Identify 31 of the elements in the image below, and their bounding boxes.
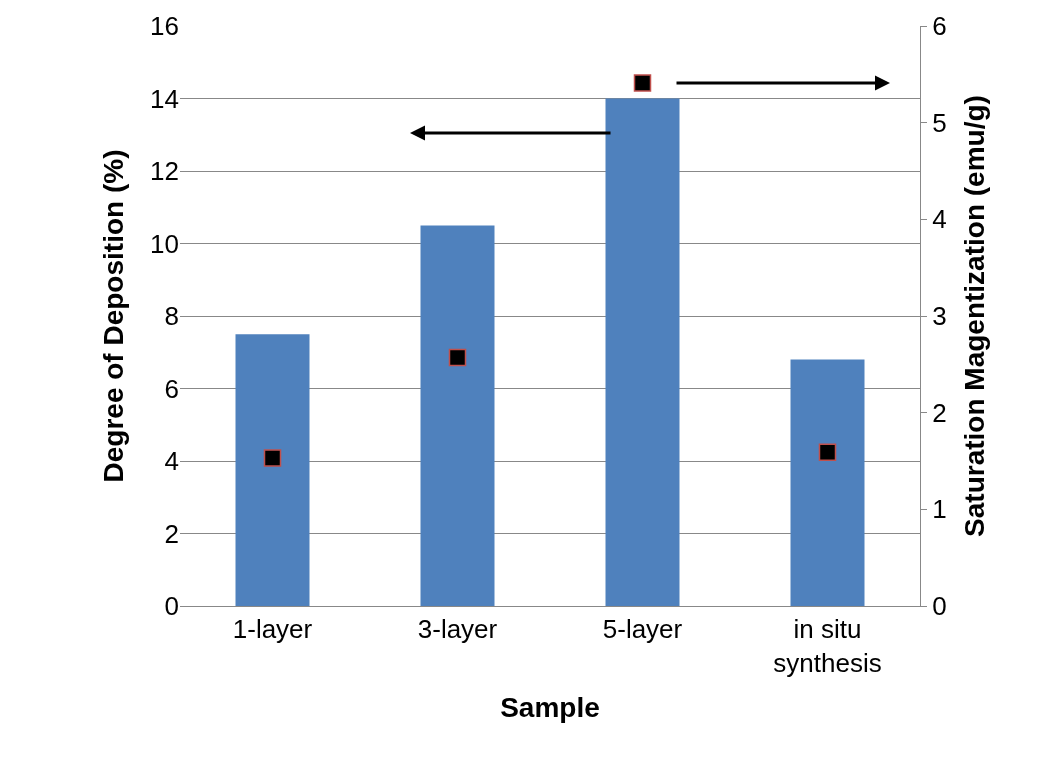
point [448, 348, 467, 367]
point [818, 443, 837, 462]
y-axis-title: Degree of Deposition (%) [97, 149, 129, 483]
y-tick-label: 2 [164, 518, 179, 549]
y-tick-label: 4 [164, 446, 179, 477]
y-tick-label: 10 [150, 228, 179, 259]
y2-tick-label: 2 [932, 397, 947, 428]
bar [605, 98, 680, 606]
y2-tick-label: 0 [932, 591, 947, 622]
x-tick-label: 3-layer [417, 614, 498, 645]
bar [420, 225, 495, 606]
x-axis-title: Sample [500, 692, 600, 724]
y2-tick-label: 4 [932, 204, 947, 235]
y-tick-label: 14 [150, 83, 179, 114]
y2-axis-title: Saturation Magentization (emu/g) [958, 95, 990, 537]
y-tick-label: 16 [150, 11, 179, 42]
y2-tick-label: 6 [932, 11, 947, 42]
x-tick-label: 5-layer [602, 614, 683, 645]
y-tick-label: 12 [150, 156, 179, 187]
x-tick-label: 1-layer [232, 614, 313, 645]
y2-tick-label: 5 [932, 107, 947, 138]
bar [790, 359, 865, 606]
y-tick-label: 0 [164, 591, 179, 622]
y-tick-label: 8 [164, 301, 179, 332]
y-tick-label: 6 [164, 373, 179, 404]
x-tick-label: in situ synthesis [773, 614, 882, 678]
y2-tick-label: 3 [932, 301, 947, 332]
bar [235, 334, 310, 606]
y2-tick-label: 1 [932, 494, 947, 525]
point [263, 449, 282, 467]
point [633, 74, 652, 92]
